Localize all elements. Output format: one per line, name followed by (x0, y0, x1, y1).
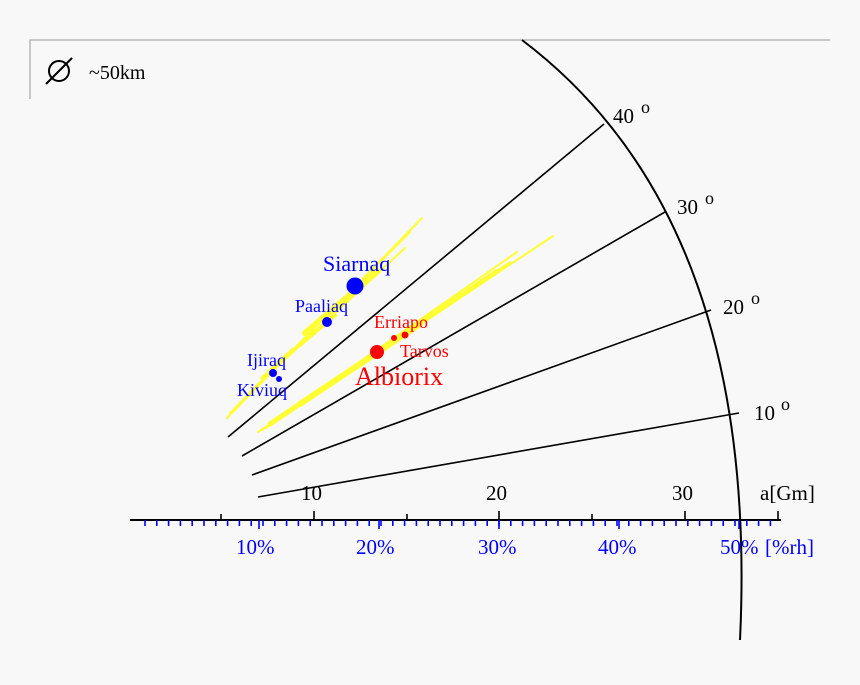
diameter-icon (45, 57, 73, 85)
gallic-moons: Erriapo Tarvos Albiorix (355, 312, 449, 391)
distance-tick-labels: 10 20 30 a[Gm] (301, 481, 815, 505)
legend-frame (29, 39, 830, 99)
gallic-orbit-ranges (257, 235, 554, 433)
moon-ijiraq-dot (269, 369, 277, 377)
hill-tick-40: 40% (598, 535, 637, 559)
distance-tick-30: 30 (672, 481, 693, 505)
ray-30 (241, 211, 666, 457)
inclination-rays (227, 123, 740, 498)
distance-tick-10: 10 (301, 481, 322, 505)
moon-tarvos-dot (401, 331, 409, 339)
moon-erriapo-label: Erriapo (374, 312, 428, 332)
distance-axis-unit: a[Gm] (760, 481, 815, 505)
inclination-label-10: 10 (754, 401, 775, 425)
hill-tick-labels: 10% 20% 30% 40% 50% [%rh] (236, 535, 814, 559)
moon-albiorix-dot (370, 345, 384, 359)
ray-40 (227, 123, 605, 438)
moon-siarnaq-label: Siarnaq (323, 251, 390, 276)
legend: ~50km (29, 39, 830, 99)
ray-20 (251, 309, 712, 476)
moon-kiviuq-dot (276, 376, 282, 382)
inclination-label-20: 20 (723, 295, 744, 319)
moon-erriapo-dot (391, 335, 397, 341)
moon-paaliaq-dot (322, 317, 332, 327)
moon-siarnaq-dot (346, 277, 364, 295)
inclination-unit-10: o (781, 394, 790, 414)
inuit-moons: Siarnaq Paaliaq Ijiraq Kiviuq (237, 251, 390, 400)
ray-10 (257, 412, 740, 498)
axis-major-ticks (220, 511, 779, 520)
hill-axis-unit: [%rh] (765, 535, 814, 559)
hill-tick-10: 10% (236, 535, 275, 559)
inclination-label-40: 40 (613, 104, 634, 128)
hill-tick-50: 50% (720, 535, 759, 559)
distance-axis: 10 20 30 a[Gm] 10% 20% 30% 40% 50% [%rh] (130, 481, 815, 559)
moon-kiviuq-label: Kiviuq (237, 380, 287, 400)
moon-paaliaq-label: Paaliaq (295, 296, 348, 316)
moon-albiorix-label: Albiorix (355, 362, 443, 391)
inclination-label-30: 30 (677, 195, 698, 219)
hill-tick-30: 30% (478, 535, 517, 559)
legend-size-text: ~50km (89, 62, 146, 84)
inclination-unit-40: o (641, 97, 650, 117)
moon-ijiraq-label: Ijiraq (247, 350, 286, 370)
hill-tick-20: 20% (356, 535, 395, 559)
hill-axis-ticks (144, 520, 772, 529)
inclination-unit-30: o (705, 188, 714, 208)
hill-radius-arc (521, 39, 743, 641)
moon-tarvos-label: Tarvos (400, 341, 449, 361)
inclination-unit-20: o (751, 288, 760, 308)
inclination-labels: 10 o 20 o 30 o 40 o (613, 97, 790, 425)
distance-tick-20: 20 (486, 481, 507, 505)
